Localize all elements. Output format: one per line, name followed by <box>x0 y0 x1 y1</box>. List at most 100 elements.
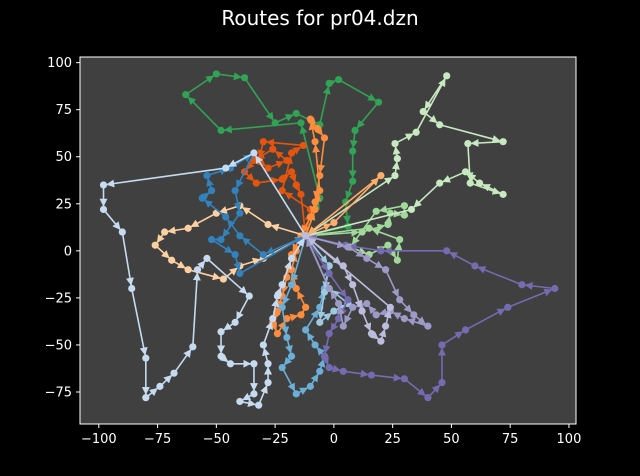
route-12-stop <box>551 284 559 293</box>
route-3-stop <box>391 139 399 148</box>
route-11-stop <box>269 315 277 323</box>
route-5-stop <box>306 115 314 123</box>
y-tick-label: −75 <box>45 386 72 401</box>
route-3 <box>302 72 507 240</box>
route-8-stop <box>222 213 230 221</box>
route-8-stop <box>208 235 216 244</box>
route-11-stop <box>156 382 164 390</box>
y-tick-label: 25 <box>55 197 72 212</box>
route-11-stop <box>217 328 225 336</box>
route-4-stop <box>299 141 307 150</box>
route-4 <box>240 138 314 240</box>
route-3-segment <box>442 171 466 183</box>
route-11 <box>99 149 310 409</box>
route-8-stop <box>208 187 216 195</box>
route-2-stop <box>358 228 366 236</box>
route-8-segment <box>211 238 233 254</box>
route-12-stop <box>344 296 352 304</box>
route-4-stop <box>264 164 272 172</box>
route-5-stop <box>316 187 324 195</box>
route-3-stop <box>436 179 444 187</box>
route-11-segment <box>228 152 255 168</box>
route-1-segment <box>185 75 215 96</box>
x-tick-label: 100 <box>557 432 582 447</box>
route-1 <box>182 70 383 240</box>
route-14-stop <box>302 232 310 240</box>
route-1-stop <box>240 74 249 82</box>
route-14-stop <box>377 337 385 345</box>
route-11-stop <box>264 360 272 368</box>
route-1-segment <box>318 85 331 125</box>
route-1-stop <box>374 98 383 106</box>
route-9-stop <box>311 341 319 349</box>
route-11-stop <box>217 352 225 360</box>
route-2-segment <box>351 210 377 245</box>
route-13-stop <box>424 322 432 330</box>
x-tick-label: 75 <box>502 432 519 447</box>
route-7-stop <box>219 275 227 283</box>
route-12-segment <box>371 373 402 382</box>
route-12-segment <box>524 281 555 290</box>
route-14-segment <box>307 237 391 308</box>
route-12-segment <box>328 272 347 298</box>
route-7-segment <box>270 223 306 237</box>
route-12-stop <box>377 247 385 255</box>
route-5-segment <box>317 137 326 173</box>
route-12-stop <box>400 375 408 383</box>
route-3-stop <box>464 139 472 148</box>
route-8-stop <box>231 187 239 195</box>
route-5-stop <box>316 171 324 180</box>
route-11-stop <box>259 341 267 349</box>
route-12-stop <box>438 341 446 349</box>
route-13-segment <box>384 269 399 298</box>
route-6-segment <box>307 174 382 235</box>
route-2-stop <box>384 220 392 229</box>
route-3-segment <box>470 139 504 147</box>
route-10-segment <box>322 265 331 290</box>
route-1-segment <box>356 101 380 129</box>
route-9-segment <box>281 367 296 392</box>
route-9-stop <box>306 382 314 390</box>
route-13-stop <box>344 243 352 251</box>
route-12-stop <box>325 330 333 338</box>
route-12-stop <box>339 367 347 375</box>
route-4-stop <box>278 187 286 195</box>
route-9-stop <box>292 390 300 398</box>
route-12-segment <box>477 266 523 286</box>
route-11-stop <box>264 378 272 387</box>
route-3-stop <box>499 138 507 146</box>
route-14-stop <box>358 307 366 315</box>
route-1-segment <box>299 125 321 199</box>
route-11-segment <box>121 231 134 286</box>
route-8-segment <box>204 199 227 218</box>
y-tick-label: 100 <box>47 56 72 71</box>
route-1-stop <box>297 119 305 127</box>
route-8-stop <box>198 194 206 202</box>
route-4-stop <box>259 138 267 146</box>
route-11-stop <box>222 164 230 172</box>
route-11-stop <box>250 149 258 157</box>
route-8-stop <box>236 269 244 278</box>
route-2-stop <box>372 207 380 215</box>
route-8-stop <box>217 235 225 244</box>
route-2-stop <box>400 202 408 210</box>
x-tick-label: −100 <box>81 432 117 447</box>
route-4-segment <box>266 138 304 147</box>
route-4-stop <box>278 175 286 183</box>
route-11-stop <box>250 360 258 368</box>
x-tick-label: −25 <box>261 432 288 447</box>
route-11-stop <box>118 228 126 236</box>
route-11-stop <box>231 318 239 326</box>
route-1-stop <box>342 198 350 206</box>
route-9-stop <box>287 281 296 289</box>
route-11-segment <box>192 272 201 347</box>
route-7-stop <box>184 266 192 274</box>
route-3-stop <box>466 179 474 187</box>
route-11-stop <box>99 205 108 214</box>
route-11-segment <box>102 208 121 230</box>
route-14-stop <box>386 303 394 311</box>
route-5-stop <box>283 315 291 323</box>
route-11-stop <box>203 254 211 262</box>
route-5-stop <box>302 303 310 311</box>
route-12-segment <box>441 331 464 346</box>
